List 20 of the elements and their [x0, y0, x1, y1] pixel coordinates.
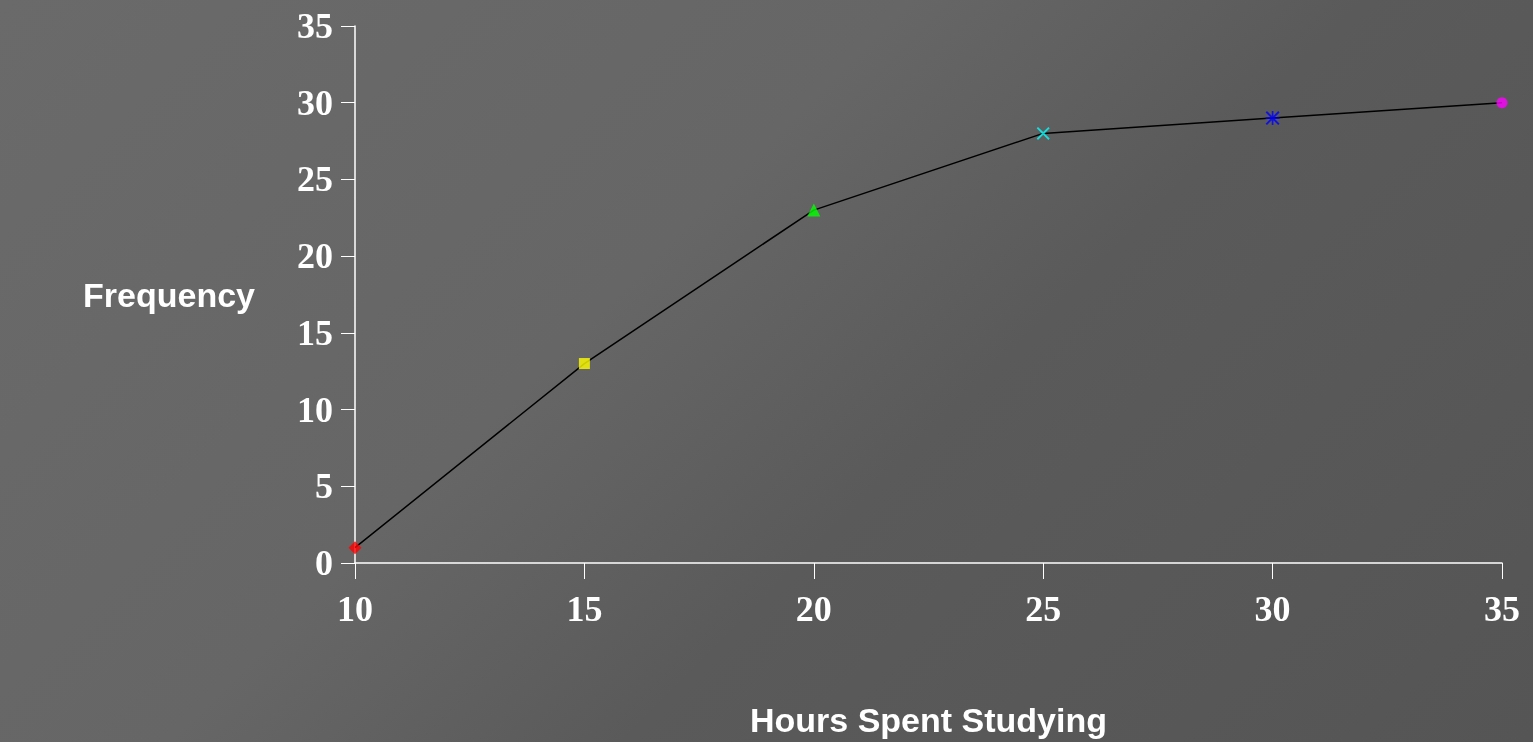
x-tick-label: 20	[795, 589, 832, 629]
point	[348, 541, 362, 555]
x-axis-title: Hours Spent Studying	[750, 701, 1107, 739]
point	[1036, 126, 1050, 140]
x-tick-label: 35	[1484, 589, 1520, 629]
y-tick-label: 5	[315, 466, 333, 507]
y-tick-label: 30	[297, 82, 333, 123]
y-axis-title: Frequency	[83, 275, 256, 314]
y-tick-label: 0	[315, 543, 333, 583]
x-tick-label: 15	[566, 589, 603, 629]
point	[578, 358, 590, 370]
x-tick-label: 30	[1254, 589, 1291, 629]
y-tick-label: 10	[297, 389, 333, 430]
y-tick-label: 15	[297, 312, 333, 353]
x-tick-label: 25	[1025, 589, 1062, 629]
y-tick-label: 25	[297, 159, 333, 200]
point	[1496, 97, 1508, 109]
point	[807, 203, 821, 217]
y-tick-label: 20	[297, 236, 333, 277]
y-tick-label: 35	[297, 6, 333, 46]
